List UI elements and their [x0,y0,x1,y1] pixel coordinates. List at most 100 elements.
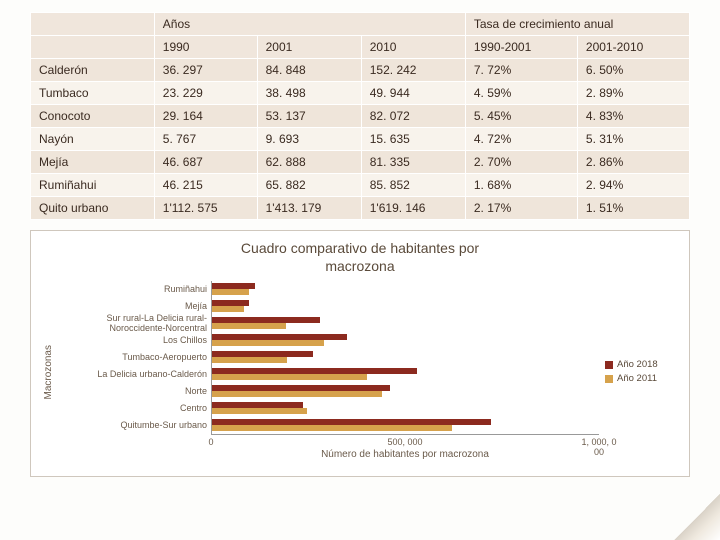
chart-bar [212,306,244,312]
th-sub-4: 1990-2001 [465,36,577,59]
table-cell: 46. 215 [154,174,257,197]
chart-bar [212,289,249,295]
chart-category-label: Rumiñahui [56,285,211,294]
page-corner-fold [674,494,720,540]
th-sub-3: 2010 [361,36,465,59]
plot-column: Rumiñahui Mejía Sur rural-La Delicia rural… [56,281,599,462]
x-axis: Número de habitantes por macrozona 0 500,… [211,434,599,462]
legend-swatch [605,361,613,369]
chart-bar [212,374,367,380]
row-label: Nayón [31,128,155,151]
chart-category-row: Los Chillos [56,332,599,349]
chart-category-row: Rumiñahui [56,281,599,298]
table-cell: 53. 137 [257,105,361,128]
th-growth: Tasa de crecimiento anual [465,13,689,36]
chart-bars [211,400,599,417]
chart-category-label: Los Chillos [56,336,211,345]
row-label: Mejía [31,151,155,174]
chart-category-row: Norte [56,383,599,400]
th-blank [31,13,155,36]
chart-bar [212,340,324,346]
legend-item: Año 2018 [605,359,679,370]
table-cell: 2. 89% [577,82,689,105]
table-cell: 2. 17% [465,197,577,220]
table-cell: 152. 242 [361,59,465,82]
chart-bars [211,281,599,298]
chart-title-line1: Cuadro comparativo de habitantes por [241,240,479,256]
chart-bars [211,315,599,332]
chart-bar [212,323,286,329]
chart-bar [212,425,452,431]
table-cell: 49. 944 [361,82,465,105]
table-cell: 23. 229 [154,82,257,105]
chart-bars [211,383,599,400]
th-sub-0 [31,36,155,59]
chart-body: Macrozonas Rumiñahui Mejía Sur rural-La De… [41,281,679,462]
chart-category-label: Mejía [56,302,211,311]
legend-label: Año 2018 [617,359,658,370]
chart-category-label: La Delicia urbano-Calderón [56,370,211,379]
chart-frame: Cuadro comparativo de habitantes por mac… [30,230,690,477]
legend: Año 2018 Año 2011 [599,356,679,387]
table-header-groups: Años Tasa de crecimiento anual [31,13,690,36]
table-cell: 36. 297 [154,59,257,82]
table-row: Calderón36. 29784. 848152. 2427. 72%6. 5… [31,59,690,82]
table-cell: 7. 72% [465,59,577,82]
table-cell: 6. 50% [577,59,689,82]
chart-category-row: Quitumbe-Sur urbano [56,417,599,434]
table-cell: 9. 693 [257,128,361,151]
row-label: Quito urbano [31,197,155,220]
chart-category-label: Tumbaco-Aeropuerto [56,353,211,362]
row-label: Rumiñahui [31,174,155,197]
table-cell: 5. 31% [577,128,689,151]
table-cell: 85. 852 [361,174,465,197]
table-cell: 1. 51% [577,197,689,220]
table-cell: 1'619. 146 [361,197,465,220]
table-cell: 82. 072 [361,105,465,128]
plot-rows: Rumiñahui Mejía Sur rural-La Delicia rural… [56,281,599,434]
chart-bar [212,408,307,414]
chart-bars [211,298,599,315]
table-cell: 84. 848 [257,59,361,82]
row-label: Calderón [31,59,155,82]
table-cell: 4. 72% [465,128,577,151]
chart-category-row: Centro [56,400,599,417]
chart-title: Cuadro comparativo de habitantes por mac… [41,239,679,275]
chart-category-label: Quitumbe-Sur urbano [56,421,211,430]
x-tick: 0 [208,437,213,447]
chart-category-label: Sur rural-La Delicia rural-Noroccidente-… [56,314,211,333]
table-row: Rumiñahui46. 21565. 88285. 8521. 68%2. 9… [31,174,690,197]
table-header-cols: 1990 2001 2010 1990-2001 2001-2010 [31,36,690,59]
x-tick: 500, 000 [387,437,422,447]
x-tick: 1, 000, 000 [581,437,616,457]
table-row: Mejía46. 68762. 88881. 3352. 70%2. 86% [31,151,690,174]
table-cell: 4. 83% [577,105,689,128]
table-cell: 2. 70% [465,151,577,174]
chart-category-row: Sur rural-La Delicia rural-Noroccidente-… [56,315,599,332]
legend-label: Año 2011 [617,373,657,384]
chart-category-row: Tumbaco-Aeropuerto [56,349,599,366]
legend-swatch [605,375,613,383]
y-axis-label: Macrozonas [41,345,56,399]
chart-bar [212,357,287,363]
table-cell: 2. 94% [577,174,689,197]
chart-category-row: La Delicia urbano-Calderón [56,366,599,383]
x-axis-label: Número de habitantes por macrozona [321,449,489,460]
th-sub-2: 2001 [257,36,361,59]
table-cell: 4. 59% [465,82,577,105]
population-table: Años Tasa de crecimiento anual 1990 2001… [30,12,690,220]
th-sub-1: 1990 [154,36,257,59]
chart-category-label: Centro [56,404,211,413]
table-cell: 46. 687 [154,151,257,174]
table-cell: 1. 68% [465,174,577,197]
table-cell: 2. 86% [577,151,689,174]
chart-bar [212,391,382,397]
table-cell: 29. 164 [154,105,257,128]
table-cell: 38. 498 [257,82,361,105]
chart-bars [211,349,599,366]
table-cell: 15. 635 [361,128,465,151]
chart-bars [211,417,599,434]
chart-bars [211,366,599,383]
chart-bars [211,332,599,349]
table-cell: 5. 767 [154,128,257,151]
